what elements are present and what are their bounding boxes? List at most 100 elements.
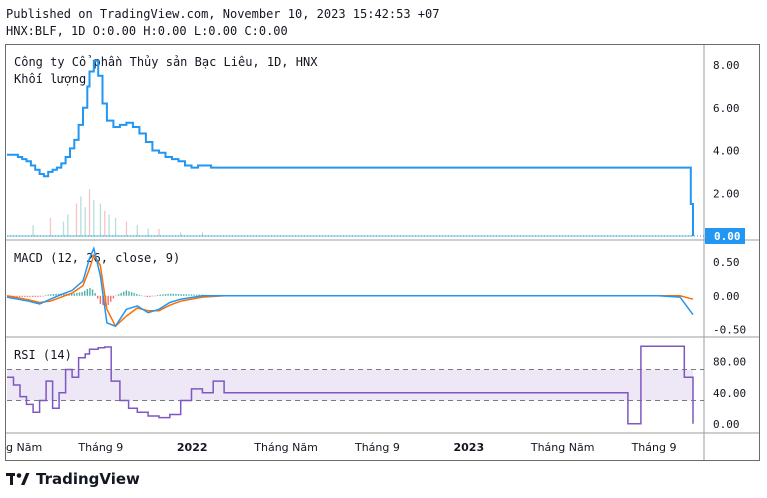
price-axis-tick: 4.00 [713, 145, 740, 158]
macd-histogram-bar [63, 293, 65, 296]
time-axis-label: Tháng 9 [77, 441, 123, 454]
macd-axis-tick: 0.50 [713, 256, 740, 269]
volume-bar [125, 221, 128, 236]
macd-histogram-bar [128, 291, 130, 296]
volume-bar [67, 214, 69, 236]
macd-histogram-bar [185, 294, 188, 296]
volume-bar [108, 214, 110, 236]
price-axis-tick: 2.00 [713, 187, 740, 200]
macd-histogram-bar [123, 291, 125, 296]
macd-histogram-bar [156, 295, 159, 296]
volume-bar [84, 207, 86, 236]
rsi-axis-tick: 0.00 [713, 418, 740, 431]
macd-histogram-bar [70, 293, 73, 296]
macd-histogram-bar [167, 293, 169, 296]
macd-histogram-bar [37, 295, 39, 297]
time-axis-label: Tháng 9 [354, 441, 400, 454]
volume-bar [114, 218, 117, 236]
volume-bar [62, 221, 65, 236]
time-axis-label: Tháng 9 [631, 441, 677, 454]
macd-histogram-bar [112, 295, 115, 299]
rsi-axis-tick: 40.00 [713, 387, 746, 400]
macd-histogram-bar [193, 294, 195, 296]
macd-histogram-bar [21, 295, 23, 297]
macd-histogram-bar [198, 294, 201, 296]
tradingview-logo-icon [6, 473, 30, 485]
macd-histogram-bar [31, 295, 34, 297]
volume-bar [158, 228, 160, 236]
macd-histogram-bar [143, 295, 146, 297]
macd-histogram-bar [110, 295, 112, 302]
macd-histogram-bar [13, 295, 16, 297]
macd-histogram-bar [125, 290, 128, 296]
volume-bar [93, 200, 95, 236]
time-axis-label: 2022 [177, 441, 208, 454]
macd-histogram-bar [55, 293, 57, 296]
macd-histogram-bar [89, 287, 91, 296]
macd-histogram-bar [175, 293, 177, 296]
macd-histogram-bar [52, 293, 55, 296]
time-axis-label: 2023 [454, 441, 485, 454]
time-axis-label: Tháng Năm [253, 441, 318, 454]
macd-histogram-bar [94, 293, 96, 296]
rsi-line[interactable] [7, 345, 694, 425]
macd-line[interactable] [6, 246, 694, 328]
macd-histogram-bar [76, 292, 78, 296]
volume-bar [75, 203, 78, 236]
price-axis-tick: 6.00 [713, 102, 740, 115]
price-series-line[interactable] [7, 59, 694, 236]
macd-histogram-bar [120, 292, 122, 296]
macd-histogram-bar [162, 294, 164, 296]
macd-histogram-bar [39, 295, 42, 297]
main-chart-title: Công ty Cổ phần Thủy sản Bạc Liêu, 1D, H… [14, 55, 318, 69]
volume-label: Khối lượng [14, 72, 86, 86]
macd-histogram-bar [133, 293, 135, 296]
macd-signal-line[interactable] [6, 253, 694, 328]
macd-histogram-bar [47, 294, 49, 296]
macd-histogram-bar [73, 293, 75, 296]
macd-histogram-bar [154, 295, 156, 297]
macd-histogram-bar [42, 295, 44, 297]
macd-histogram-bar [24, 295, 26, 297]
tradingview-logo[interactable]: TradingView [6, 470, 140, 488]
macd-histogram-bar [180, 294, 182, 296]
macd-histogram-bar [196, 294, 198, 296]
macd-histogram-bar [44, 295, 47, 296]
macd-histogram-bar [169, 293, 172, 296]
volume-bar [147, 228, 149, 236]
volume-bar [88, 189, 91, 236]
macd-histogram-bar [130, 292, 133, 296]
chart-frame [5, 44, 760, 461]
macd-histogram-bar [115, 295, 117, 297]
tradingview-brand-name: TradingView [36, 470, 140, 488]
volume-bar [136, 225, 138, 236]
volume-bar [49, 218, 52, 236]
volume-bar [201, 232, 204, 236]
macd-histogram-bar [117, 294, 120, 296]
macd-histogram-bar [141, 295, 143, 297]
macd-histogram-bar [99, 295, 102, 304]
volume-bar [180, 232, 182, 236]
price-axis-tick: 8.00 [713, 59, 740, 72]
volume-bar [80, 196, 82, 236]
rsi-axis-tick: 80.00 [713, 356, 746, 369]
macd-histogram-bar [102, 295, 104, 305]
macd-histogram-bar [78, 292, 81, 296]
macd-histogram-bar [136, 293, 138, 296]
rsi-band-fill [7, 369, 693, 401]
macd-histogram-bar [81, 292, 83, 296]
macd-histogram-bar [164, 294, 167, 296]
macd-histogram-bar [86, 289, 89, 296]
macd-histogram-bar [34, 295, 36, 297]
volume-bar [104, 210, 106, 236]
macd-histogram-bar [190, 294, 193, 296]
macd-histogram-bar [50, 294, 52, 296]
macd-axis-tick: -0.50 [713, 324, 746, 337]
macd-histogram-bar [177, 294, 180, 296]
macd-axis-tick: 0.00 [713, 290, 740, 303]
macd-histogram-bar [18, 295, 21, 297]
volume-bar [99, 203, 102, 236]
volume-bar [32, 225, 34, 236]
macd-histogram-bar [91, 289, 94, 296]
